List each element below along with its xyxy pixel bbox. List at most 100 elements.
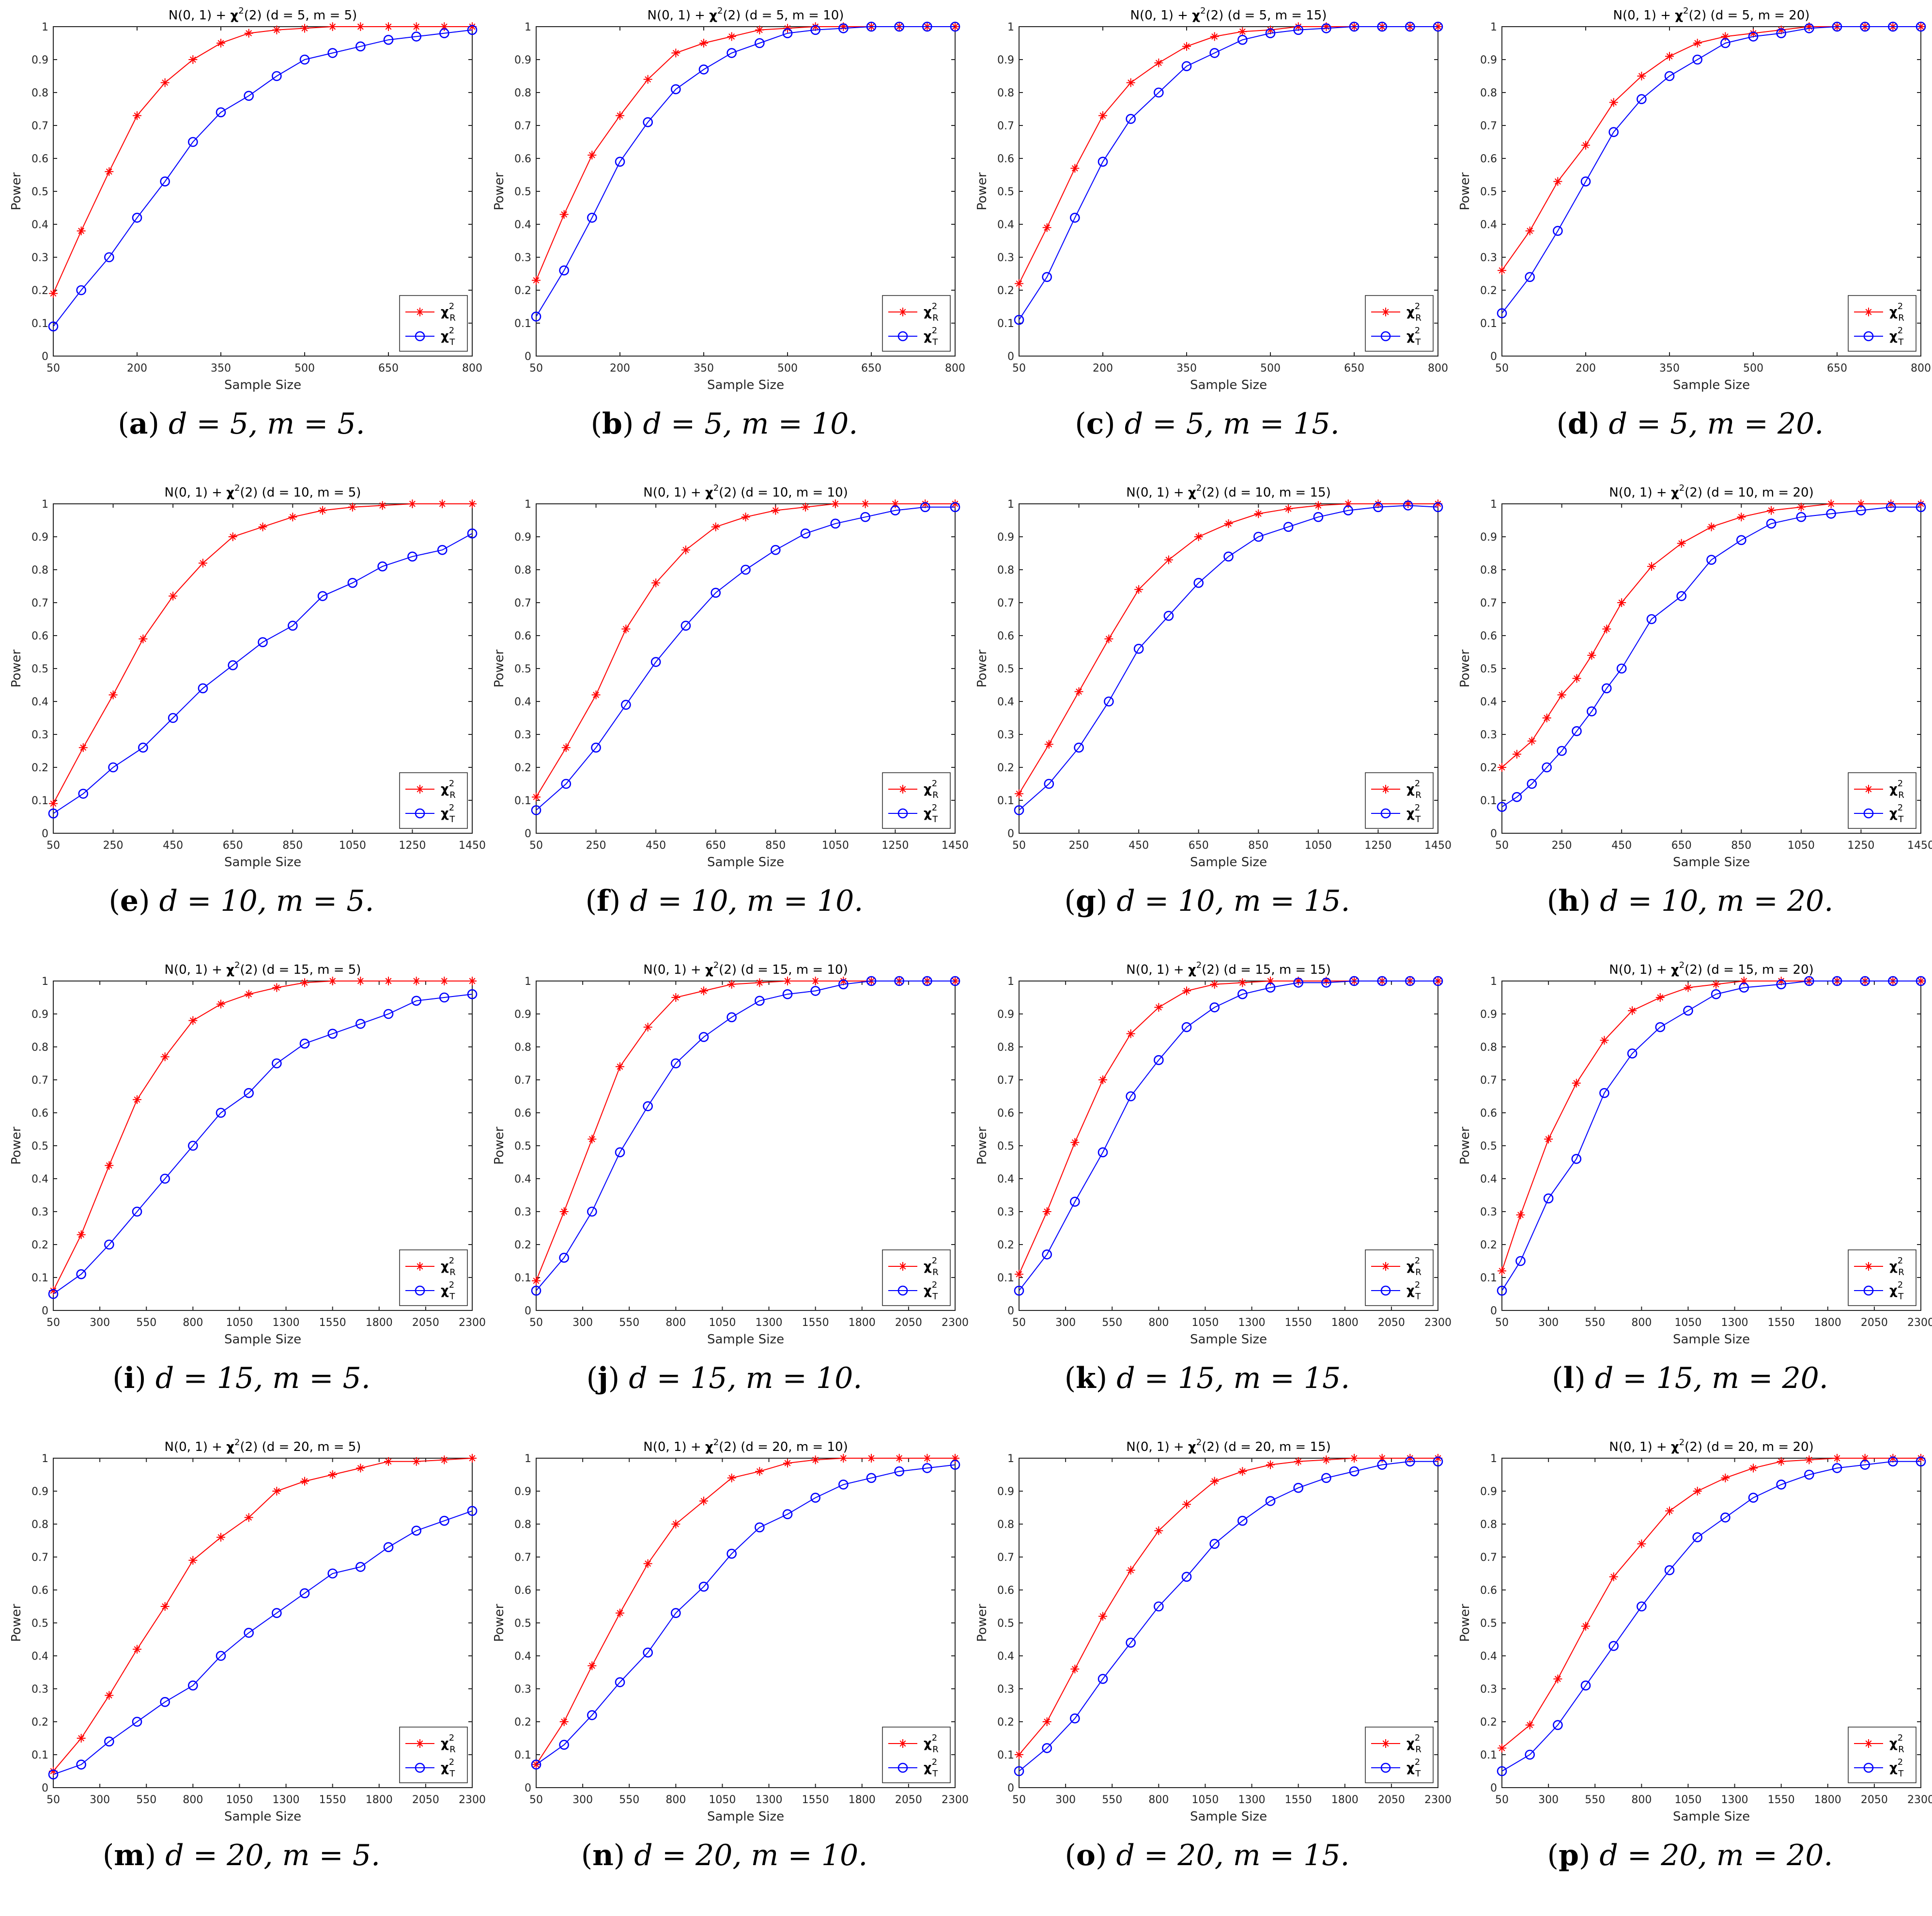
y-tick-label: 0.8: [31, 1519, 48, 1531]
data-point-r: [699, 986, 708, 996]
data-point-t: [1014, 314, 1024, 325]
data-point-t: [1655, 1022, 1666, 1032]
chart-title: N(0, 1) + χ2(2) (d = 15, m = 15): [1126, 960, 1330, 977]
data-point-t: [439, 28, 449, 38]
caption-label: (b): [590, 407, 643, 441]
y-axis-label: Power: [492, 649, 507, 687]
data-point-r: [78, 743, 88, 752]
legend-marker: [1863, 1762, 1874, 1773]
y-axis-label: Power: [1458, 1604, 1472, 1642]
data-point-t: [587, 1710, 597, 1720]
legend-box: [399, 1249, 468, 1306]
chart-svg-h: N(0, 1) + χ2(2) (d = 10, m = 20) 0 0.1 0.2 0…: [1458, 483, 1932, 870]
y-tick-label: 0.1: [514, 318, 531, 330]
y-tick-label: 0.2: [997, 285, 1014, 297]
x-tick-label: 2300: [459, 1317, 486, 1329]
data-point-r: [811, 1455, 820, 1464]
data-point-r: [133, 1645, 141, 1654]
data-point-t: [1676, 591, 1687, 601]
data-point-t: [327, 1028, 338, 1039]
x-tick-label: 1300: [756, 1317, 783, 1329]
y-tick-label: 1: [1007, 1453, 1014, 1465]
data-point-t: [1739, 982, 1749, 993]
x-tick-label: 1050: [1191, 1317, 1219, 1329]
x-tick-label: 800: [462, 362, 482, 374]
y-axis-label: Power: [1458, 172, 1472, 210]
y-tick-label: 0.5: [514, 186, 531, 198]
data-point-r: [1377, 1454, 1387, 1463]
x-tick-label: 1050: [1191, 1794, 1219, 1806]
y-tick-label: 1: [525, 1453, 531, 1465]
y-tick-label: 0.4: [997, 219, 1014, 231]
x-tick-label: 300: [1055, 1794, 1076, 1806]
legend: χ2 Rχ2 T: [1365, 1249, 1434, 1306]
y-tick-label: 0.5: [1480, 663, 1497, 675]
legend-label: χ2 T: [1889, 1280, 1904, 1302]
data-point-t: [1601, 683, 1612, 694]
data-point-t: [1553, 1720, 1563, 1730]
y-tick-label: 1: [42, 1453, 48, 1465]
y-tick-label: 0.8: [31, 1042, 48, 1054]
data-point-r: [188, 1556, 198, 1565]
y-tick-label: 0.6: [31, 153, 48, 165]
data-point-r: [1665, 1506, 1674, 1515]
data-point-r: [755, 25, 764, 34]
y-tick-label: 0.3: [31, 1206, 48, 1218]
y-tick-label: 0.7: [997, 120, 1014, 132]
data-point-r: [1721, 32, 1730, 41]
x-tick-label: 50: [1495, 362, 1509, 374]
y-tick-label: 0.3: [1480, 729, 1497, 741]
data-point-t: [1512, 792, 1522, 802]
data-point-r: [272, 25, 281, 34]
legend-marker: [898, 308, 907, 316]
data-point-r: [160, 1052, 170, 1061]
data-point-t: [1223, 551, 1234, 562]
data-point-t: [1405, 1456, 1415, 1467]
caption-label: (h): [1546, 884, 1600, 918]
y-axis-label: Power: [9, 649, 24, 687]
y-tick-label: 0.1: [31, 1749, 48, 1761]
data-point-r: [1194, 532, 1203, 541]
y-tick-label: 0.9: [31, 531, 48, 544]
series-line-r: [1501, 1458, 1921, 1749]
data-point-t: [1074, 742, 1084, 753]
x-tick-label: 50: [46, 362, 60, 374]
data-point-r: [216, 1533, 225, 1542]
data-point-r: [1860, 1454, 1870, 1463]
y-tick-label: 0.1: [997, 1749, 1014, 1761]
data-point-r: [1254, 509, 1263, 518]
data-point-r: [1070, 1665, 1080, 1674]
data-point-t: [671, 84, 681, 94]
data-point-r: [1796, 502, 1806, 512]
legend-label: χ2 T: [441, 1757, 455, 1779]
data-point-t: [1126, 1637, 1136, 1648]
x-tick-label: 550: [136, 1317, 156, 1329]
data-point-r: [412, 977, 421, 985]
data-point-t: [1543, 1193, 1554, 1204]
x-tick-label: 550: [136, 1794, 156, 1806]
data-point-t: [1706, 555, 1716, 565]
legend-box: [1848, 772, 1917, 829]
data-point-r: [1015, 1750, 1023, 1759]
legend: χ2 Rχ2 T: [1848, 1249, 1917, 1306]
x-tick-label: 550: [1585, 1317, 1605, 1329]
legend-marker: [1380, 331, 1391, 342]
data-point-r: [1070, 1138, 1080, 1147]
data-point-r: [951, 1454, 959, 1463]
y-tick-label: 0.3: [997, 252, 1014, 264]
data-point-r: [1553, 177, 1562, 186]
data-point-t: [1403, 500, 1413, 511]
data-point-t: [1321, 23, 1331, 33]
data-point-r: [727, 32, 736, 41]
data-point-r: [1609, 1572, 1618, 1581]
data-point-r: [621, 624, 631, 634]
legend-box: [1365, 295, 1434, 352]
data-point-t: [950, 1460, 960, 1470]
x-tick-label: 850: [282, 840, 303, 852]
data-point-r: [1826, 499, 1836, 508]
data-point-r: [1498, 266, 1506, 275]
data-point-t: [1515, 1256, 1526, 1266]
data-point-t: [48, 321, 59, 332]
data-point-t: [890, 505, 900, 515]
y-tick-label: 0.5: [997, 663, 1014, 675]
